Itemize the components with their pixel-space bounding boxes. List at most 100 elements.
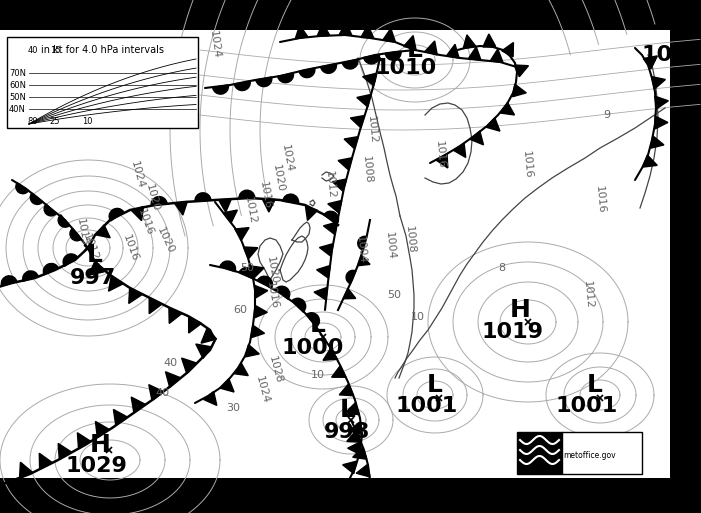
- Text: 50: 50: [240, 263, 254, 273]
- Polygon shape: [201, 328, 217, 343]
- Polygon shape: [306, 206, 318, 221]
- Polygon shape: [339, 22, 352, 35]
- Polygon shape: [454, 143, 465, 157]
- Text: H: H: [510, 298, 531, 322]
- Text: L: L: [310, 313, 326, 337]
- Polygon shape: [96, 225, 110, 238]
- Polygon shape: [77, 433, 91, 449]
- Polygon shape: [643, 155, 658, 167]
- Polygon shape: [358, 255, 370, 266]
- Text: 1012: 1012: [366, 115, 379, 145]
- Wedge shape: [70, 228, 81, 241]
- Text: 50: 50: [387, 290, 401, 300]
- Polygon shape: [425, 41, 437, 55]
- Text: 9: 9: [604, 110, 611, 120]
- Wedge shape: [364, 54, 379, 64]
- Polygon shape: [512, 84, 526, 97]
- Bar: [0, 30, 670, 478]
- Text: 1008: 1008: [404, 226, 416, 254]
- Text: 1010: 1010: [375, 58, 437, 78]
- Polygon shape: [245, 345, 259, 357]
- Wedge shape: [212, 85, 229, 94]
- Wedge shape: [299, 68, 315, 77]
- Text: 1029: 1029: [65, 456, 127, 476]
- Polygon shape: [463, 35, 476, 49]
- Polygon shape: [224, 210, 238, 223]
- Text: 1016: 1016: [434, 141, 447, 169]
- Wedge shape: [1, 276, 17, 286]
- Polygon shape: [243, 247, 258, 259]
- Polygon shape: [109, 275, 123, 291]
- Polygon shape: [650, 136, 664, 148]
- Polygon shape: [353, 447, 367, 459]
- Text: 25: 25: [50, 117, 60, 126]
- Bar: [7, 37, 198, 128]
- Polygon shape: [165, 372, 180, 387]
- Wedge shape: [234, 81, 250, 91]
- Polygon shape: [655, 96, 668, 109]
- Polygon shape: [149, 385, 163, 401]
- Polygon shape: [501, 103, 515, 115]
- Text: 10: 10: [82, 117, 93, 126]
- Text: 1001: 1001: [556, 396, 618, 416]
- Wedge shape: [239, 268, 254, 279]
- Wedge shape: [358, 236, 367, 250]
- Polygon shape: [196, 344, 212, 359]
- Text: 10: 10: [411, 312, 425, 322]
- Text: 15: 15: [50, 46, 60, 55]
- Polygon shape: [362, 73, 376, 86]
- Text: H: H: [90, 433, 111, 457]
- Polygon shape: [470, 131, 484, 145]
- Text: 1020: 1020: [144, 183, 161, 213]
- Text: 50N: 50N: [9, 92, 26, 102]
- Polygon shape: [436, 154, 448, 168]
- Text: 1020: 1020: [265, 255, 280, 285]
- Wedge shape: [43, 264, 59, 275]
- Text: 1012: 1012: [243, 195, 257, 225]
- Polygon shape: [295, 25, 308, 39]
- Text: 40: 40: [163, 358, 177, 368]
- Text: 1008: 1008: [361, 155, 373, 185]
- Polygon shape: [132, 206, 144, 221]
- Polygon shape: [220, 379, 234, 392]
- Text: 1015: 1015: [74, 218, 89, 247]
- Wedge shape: [257, 276, 273, 288]
- Polygon shape: [350, 115, 365, 128]
- Polygon shape: [254, 305, 267, 318]
- Polygon shape: [468, 47, 481, 60]
- Polygon shape: [404, 35, 416, 50]
- Polygon shape: [88, 261, 104, 275]
- Polygon shape: [348, 442, 360, 455]
- Wedge shape: [306, 313, 320, 327]
- Polygon shape: [347, 430, 361, 442]
- Polygon shape: [131, 397, 146, 413]
- Text: 40: 40: [155, 388, 169, 398]
- Text: 101: 101: [641, 45, 688, 65]
- Wedge shape: [58, 215, 69, 227]
- Polygon shape: [447, 44, 459, 58]
- Text: in kt for 4.0 hPa intervals: in kt for 4.0 hPa intervals: [41, 45, 164, 55]
- Polygon shape: [254, 285, 268, 298]
- Text: 60: 60: [233, 305, 247, 315]
- Text: 60N: 60N: [9, 81, 26, 89]
- Wedge shape: [22, 271, 39, 281]
- Polygon shape: [502, 43, 513, 57]
- Text: 40: 40: [28, 46, 39, 55]
- Polygon shape: [323, 348, 337, 360]
- Text: 1012: 1012: [582, 281, 594, 309]
- Wedge shape: [292, 298, 306, 312]
- Text: 1019: 1019: [481, 322, 543, 342]
- Polygon shape: [357, 94, 371, 107]
- Polygon shape: [189, 317, 202, 333]
- Text: 1012: 1012: [324, 170, 336, 200]
- Bar: [517, 432, 562, 474]
- Wedge shape: [283, 194, 299, 203]
- Polygon shape: [169, 307, 182, 323]
- Polygon shape: [320, 244, 333, 256]
- Polygon shape: [20, 462, 33, 478]
- Polygon shape: [114, 409, 128, 425]
- Polygon shape: [361, 25, 374, 38]
- Text: 998: 998: [324, 422, 370, 442]
- Wedge shape: [220, 261, 236, 272]
- Polygon shape: [644, 56, 658, 69]
